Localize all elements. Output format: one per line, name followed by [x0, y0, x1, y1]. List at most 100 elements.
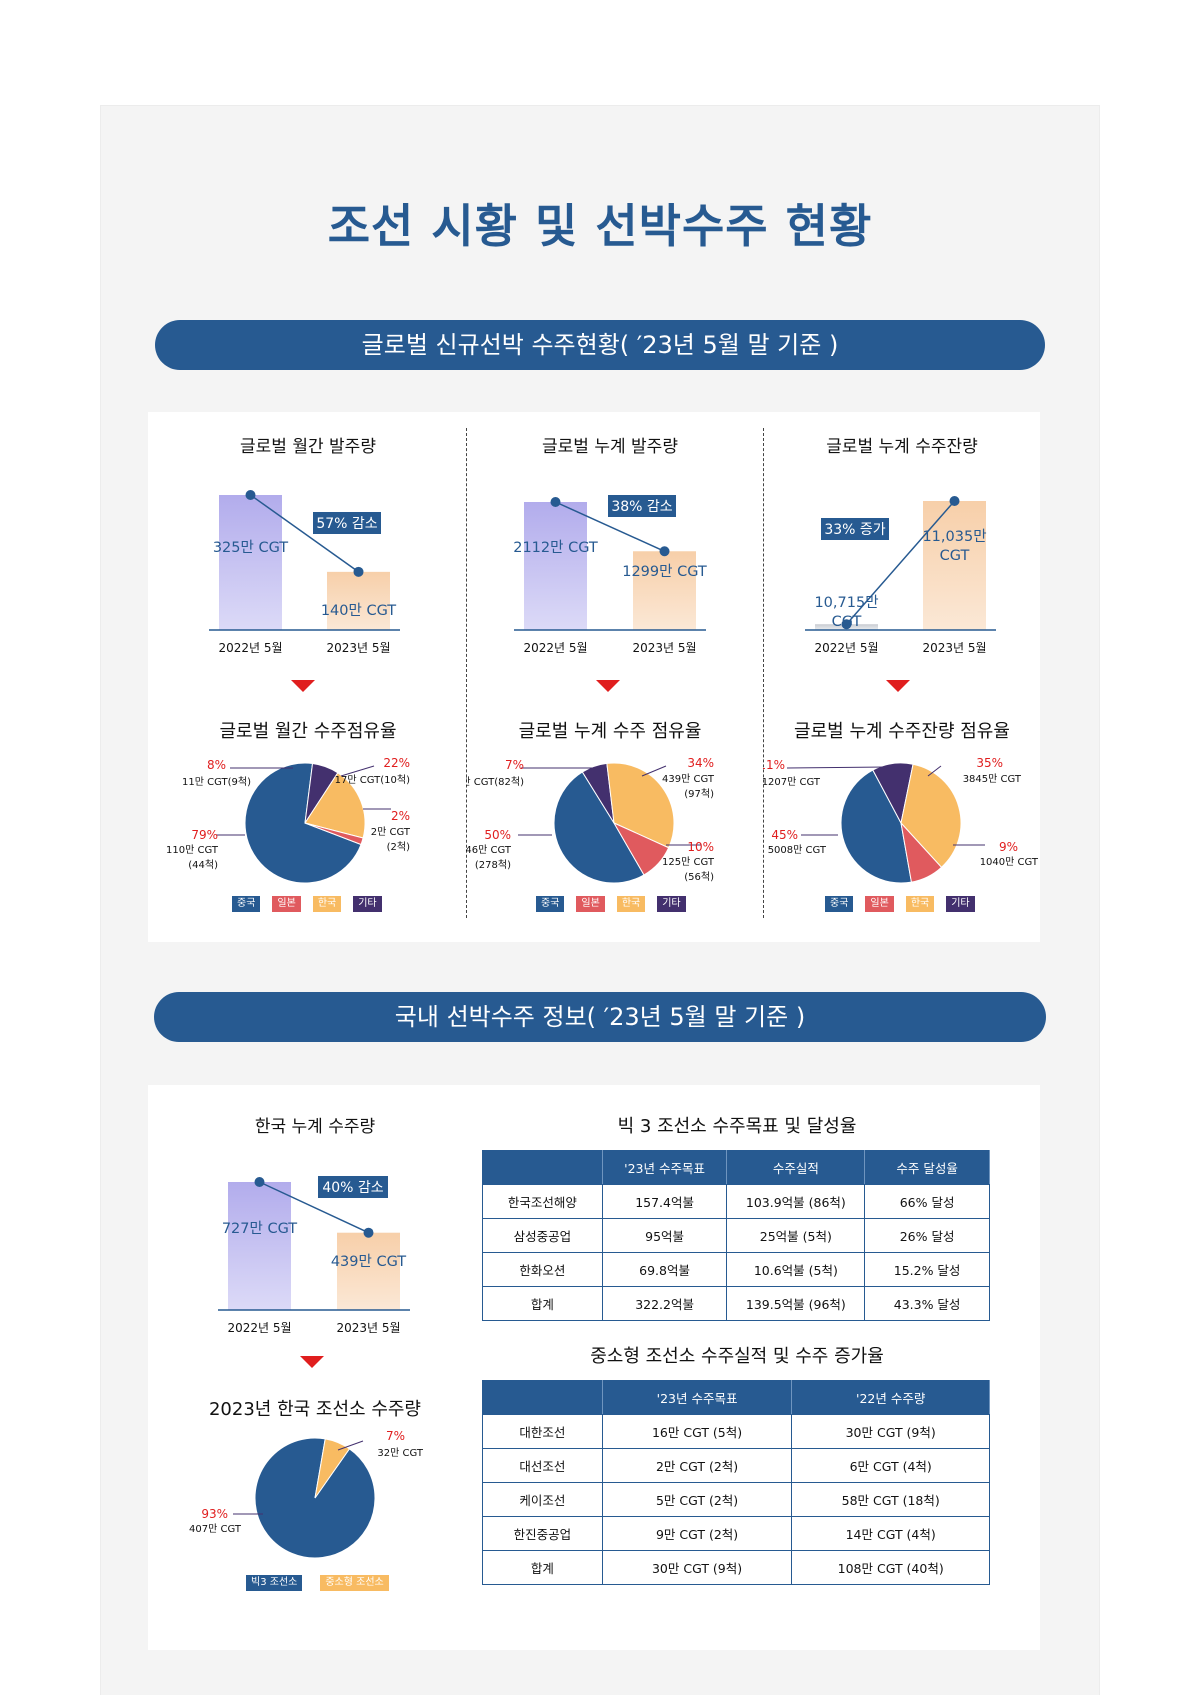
- table-row: 삼성중공업 95억불 25억불 (5척) 26% 달성: [482, 1218, 990, 1253]
- table-cell: 139.5억불 (96척): [726, 1286, 866, 1321]
- down-arrow-icon: [596, 680, 620, 692]
- bar-chart-cumulative-orders: 2112만 CGT 1299만 CGT 2022년 5월 2023년 5월 38% 감소: [513, 495, 707, 655]
- panel-divider: [763, 428, 764, 918]
- pie-slice-china: [553, 771, 645, 884]
- table-row: 대한조선 16만 CGT (5척) 30만 CGT (9척): [482, 1414, 990, 1449]
- pie-value-label: (97척): [684, 788, 714, 800]
- x-tick-label: 2022년 5월: [218, 641, 282, 655]
- trend-point: [550, 497, 561, 507]
- pie-slice-japan: [900, 821, 943, 883]
- bar-value-label: 2112만 CGT: [513, 539, 598, 556]
- change-badge: [821, 518, 889, 540]
- legend-china: 중국: [536, 896, 565, 912]
- down-arrow-icon: [300, 1356, 324, 1368]
- bar-2022: [524, 502, 587, 630]
- change-badge-label: 33% 증가: [824, 522, 885, 538]
- legend-korea: 한국: [312, 896, 342, 912]
- trend-point: [245, 490, 256, 500]
- table-cell: 대선조선: [482, 1448, 603, 1483]
- change-badge: [313, 512, 381, 534]
- down-arrow-icon: [291, 680, 315, 692]
- legend-china: 중국: [232, 896, 261, 912]
- section-banner-global: 글로벌 신규선박 수주현황( ′23년 5월 말 기준 ): [155, 320, 1045, 370]
- pie-value-label: 1040만 CGT: [980, 856, 1039, 868]
- pie-legend: 중국 일본 한국 기타: [825, 896, 975, 912]
- legend-china: 중국: [825, 896, 854, 912]
- table-cell: 16만 CGT (5척): [601, 1414, 793, 1449]
- bar-chart-korea-orders: 727만 CGT 439만 CGT 2022년 5월 2023년 5월 40% 감소: [218, 1176, 410, 1335]
- bar-value-label: 140만 CGT: [321, 602, 396, 619]
- table-cell: 43.3% 달성: [864, 1286, 990, 1321]
- pie-chart-korea-shipyards: 7% 32만 CGT 93% 407만 CGT: [189, 1429, 424, 1559]
- bar-value-label: 1299만 CGT: [622, 563, 707, 580]
- pie-legend: 빅3 조선소 중소형 조선소: [246, 1575, 389, 1591]
- pie-pct-label: 45%: [771, 828, 798, 842]
- pie-pct-label: 9%: [999, 840, 1018, 854]
- pie-value-label: 90만 CGT(82척): [466, 776, 524, 788]
- pie-value-label: (2척): [387, 841, 410, 853]
- bar-2023: [923, 501, 986, 630]
- table-cell: 30만 CGT (9척): [791, 1414, 990, 1449]
- table-cell: 5만 CGT (2척): [601, 1482, 793, 1517]
- table-cell: 103.9억불 (86척): [726, 1184, 866, 1219]
- legend-japan: 일본: [272, 896, 301, 912]
- pie-pct-label: 7%: [505, 758, 524, 772]
- pie-pct-label: 11%: [763, 758, 785, 772]
- panel-title: 한국 누계 수주량: [254, 1117, 376, 1137]
- table-cell: 69.8억불: [601, 1252, 728, 1287]
- pie-value-label: (44척): [188, 859, 218, 871]
- pie-slice-china: [244, 762, 362, 884]
- table-cell: 26% 달성: [864, 1218, 990, 1253]
- table-cell: 한화오션: [482, 1252, 603, 1287]
- pie-chart-cumulative-share: 34% 439만 CGT (97척) 10% 125만 CGT (56척) 50% 646만 …: [466, 756, 715, 884]
- bar-2023: [327, 571, 390, 630]
- pie-title: 글로벌 누계 수주잔량 점유율: [794, 721, 1010, 742]
- trend-point: [363, 1227, 374, 1238]
- table-cell: 10.6억불 (5척): [726, 1252, 866, 1287]
- table-title: 빅 3 조선소 수주목표 및 달성율: [617, 1116, 857, 1137]
- x-tick-label: 2022년 5월: [523, 641, 587, 655]
- pie-value-label: 11만 CGT(9척): [182, 776, 251, 788]
- table-cell: 30만 CGT (9척): [601, 1550, 793, 1585]
- pie-pct-label: 10%: [687, 840, 714, 854]
- pie-value-label: 3845만 CGT: [963, 773, 1022, 785]
- panel-title: 글로벌 누계 발주량: [542, 437, 678, 457]
- pie-slice-korea: [606, 762, 675, 849]
- table-row: 케이조선 5만 CGT (2척) 58만 CGT (18척): [482, 1482, 990, 1517]
- section-banner-domestic: 국내 선박수주 정보( ′23년 5월 말 기준 ): [154, 992, 1046, 1042]
- pie-title: 글로벌 누계 수주 점유율: [518, 721, 702, 742]
- table-header-cell: '23년 수주목표: [601, 1380, 793, 1415]
- panel-title: 글로벌 누계 수주잔량: [826, 437, 978, 457]
- legend-korea: 한국: [616, 896, 646, 912]
- table-cell: 25억불 (5척): [726, 1218, 866, 1253]
- pie-value-label: 110만 CGT: [166, 844, 219, 856]
- table-header-cell: '23년 수주목표: [601, 1150, 728, 1185]
- x-tick-label: 2023년 5월: [922, 641, 986, 655]
- leader-line: [786, 766, 888, 769]
- bar-value-label: CGT: [940, 548, 970, 564]
- leader-line: [641, 765, 667, 777]
- change-badge-label: 40% 감소: [322, 1180, 383, 1196]
- table-header-cell: [482, 1150, 603, 1185]
- x-tick-label: 2022년 5월: [814, 641, 878, 655]
- pie-value-label: 32만 CGT: [377, 1447, 423, 1459]
- panel-divider: [466, 428, 467, 918]
- change-badge-label: 38% 감소: [611, 499, 672, 515]
- pie-value-label: (56척): [684, 871, 714, 883]
- legend-midsize: 중소형 조선소: [320, 1575, 389, 1591]
- bar-value-label: 439만 CGT: [331, 1253, 406, 1270]
- table-cell: 합계: [482, 1286, 603, 1321]
- pie-pct-label: 35%: [976, 756, 1003, 770]
- big3-table: '23년 수주목표 수주실적 수주 달성율 한국조선해양 157.4억불 103.9…: [482, 1150, 990, 1321]
- change-badge-label: 57% 감소: [316, 516, 377, 532]
- table-cell: 66% 달성: [864, 1184, 990, 1219]
- table-cell: 삼성중공업: [482, 1218, 603, 1253]
- pie-value-label: 1207만 CGT: [763, 776, 821, 788]
- leader-line: [337, 1440, 364, 1451]
- table-cell: 한국조선해양: [482, 1184, 603, 1219]
- table-header-cell: [482, 1380, 603, 1415]
- pie-legend: 중국 일본 한국 기타: [232, 896, 382, 912]
- pie-pct-label: 7%: [386, 1429, 405, 1443]
- pie-pct-label: 2%: [391, 809, 410, 823]
- midsize-table: '23년 수주목표 '22년 수주량 대한조선 16만 CGT (5척) 30만 C…: [482, 1380, 990, 1585]
